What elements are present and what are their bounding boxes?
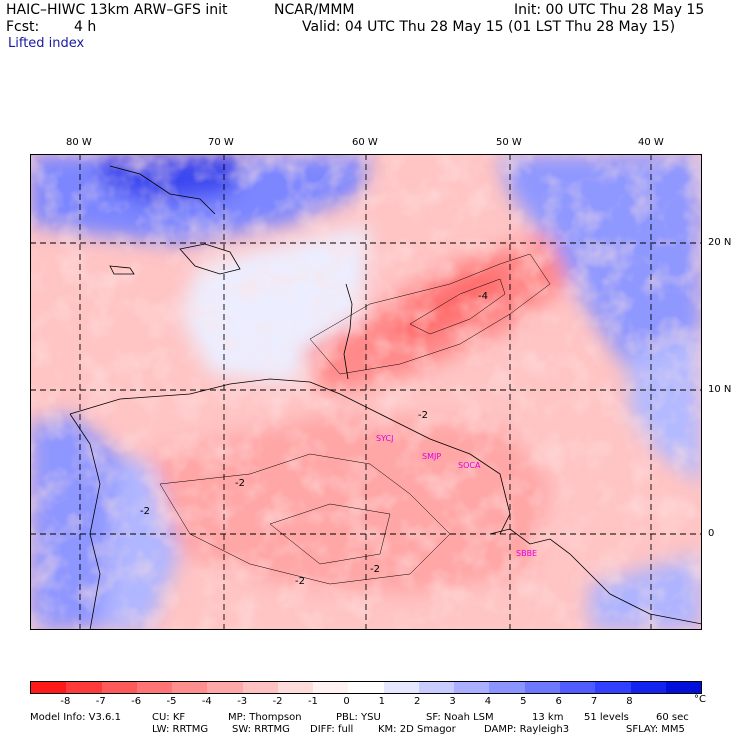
- station-labels: SYCJ SMJP SOCA SBBE: [376, 434, 537, 558]
- lon-label: 40 W: [638, 137, 664, 148]
- init-time: Init: 00 UTC Thu 28 May 15: [514, 2, 705, 18]
- contour-label: -2: [295, 576, 305, 587]
- footer-model-info: Model Info: V3.6.1: [30, 712, 121, 723]
- footer-lw: LW: RRTMG: [152, 724, 209, 735]
- colorbar-tick-label: -5: [166, 696, 177, 707]
- footer-km: KM: 2D Smagor: [378, 724, 456, 735]
- colorbar-tick-label: 0: [343, 696, 350, 707]
- colorbar-swatch: [242, 682, 278, 693]
- south-america-west-coast: [69, 413, 101, 630]
- lat-label: 20 N: [708, 237, 732, 248]
- colorbar-swatch: [348, 682, 384, 693]
- lat-label: 10 N: [708, 384, 732, 395]
- colorbar-swatch: [418, 682, 455, 693]
- colorbar-tick-label: 3: [449, 696, 456, 707]
- jamaica-coast: [109, 265, 135, 275]
- footer-resolution: 13 km: [532, 712, 564, 723]
- colorbar-tick-label: 2: [414, 696, 421, 707]
- footer-cu: CU: KF: [152, 712, 186, 723]
- colorbar-swatch: [595, 682, 631, 693]
- colorbar-tick-label: -7: [95, 696, 106, 707]
- colorbar-swatch: [277, 682, 314, 693]
- footer-diff: DIFF: full: [310, 724, 354, 735]
- colorbar-swatch: [383, 682, 419, 693]
- colorbar-unit: °C: [694, 694, 706, 705]
- valid-time: Valid: 04 UTC Thu 28 May 15 (01 LST Thu …: [302, 19, 676, 35]
- footer-pbl: PBL: YSU: [336, 712, 381, 723]
- colorbar-swatch: [454, 682, 490, 693]
- colorbar-tick-label: 1: [378, 696, 386, 707]
- station-label: SOCA: [458, 461, 481, 470]
- institution: NCAR/MMM: [274, 2, 355, 18]
- map-border: [30, 154, 702, 630]
- colorbar-swatch: [630, 682, 666, 693]
- south-america-north-coast: [69, 378, 511, 535]
- contour-label: -2: [235, 478, 245, 489]
- station-label: SBBE: [516, 549, 537, 558]
- colorbar: [30, 681, 702, 694]
- footer-mp: MP: Thompson: [228, 712, 302, 723]
- lifted-index-map: -4 -2 -2 -2 -2 -2 SYCJ SMJP SOCA SBBE: [30, 154, 702, 630]
- footer-sw: SW: RRTMG: [232, 724, 290, 735]
- lon-label: 60 W: [352, 137, 378, 148]
- coastlines: [69, 165, 702, 630]
- station-label: SYCJ: [376, 434, 393, 443]
- colorbar-tick-label: -4: [201, 696, 212, 707]
- footer-sf: SF: Noah LSM: [426, 712, 494, 723]
- colorbar-tick-label: 4: [484, 696, 492, 707]
- colorbar-tick-label: -8: [60, 696, 71, 707]
- colorbar-swatch: [665, 682, 702, 693]
- colorbar-swatch: [559, 682, 596, 693]
- lon-label: 50 W: [496, 137, 522, 148]
- colorbar-swatch: [31, 682, 67, 693]
- colorbar-swatch: [101, 682, 137, 693]
- cuba-coast: [109, 165, 216, 215]
- colorbar-tick-label: -2: [272, 696, 283, 707]
- footer-sflay: SFLAY: MM5: [626, 724, 685, 735]
- colorbar-swatch: [207, 682, 243, 693]
- contour-label: -2: [140, 506, 150, 517]
- forecast-hour: 4 h: [74, 19, 97, 35]
- contour-label: -4: [478, 291, 488, 302]
- colorbar-tick-label: 8: [626, 696, 633, 707]
- hispaniola-coast: [179, 243, 241, 275]
- footer-levels: 51 levels: [584, 712, 629, 723]
- colorbar-swatch: [524, 682, 560, 693]
- lon-label: 70 W: [208, 137, 234, 148]
- footer-damp: DAMP: Rayleigh3: [484, 724, 570, 735]
- forecast-label: Fcst:: [6, 19, 40, 35]
- colorbar-tick-label: -6: [131, 696, 142, 707]
- lat-label: 0: [708, 528, 715, 539]
- contour-label: -2: [418, 410, 428, 421]
- lon-label: 80 W: [66, 137, 92, 148]
- model-title: HAIC–HIWC 13km ARW–GFS init: [6, 2, 228, 18]
- colorbar-swatch: [66, 682, 102, 693]
- colorbar-tick-label: 5: [520, 696, 527, 707]
- graticule: [30, 154, 702, 630]
- contour-label: -2: [370, 564, 380, 575]
- contour-line: [409, 278, 506, 335]
- amazon-mouth: [489, 528, 702, 625]
- colorbar-tick-label: 6: [555, 696, 562, 707]
- colorbar-swatch: [313, 682, 349, 693]
- footer-timestep: 60 sec: [656, 712, 689, 723]
- field-name: Lifted index: [8, 36, 85, 51]
- station-label: SMJP: [422, 452, 441, 461]
- colorbar-swatch: [136, 682, 173, 693]
- colorbar-swatch: [489, 682, 525, 693]
- contour-line: [309, 253, 551, 375]
- colorbar-swatch: [172, 682, 208, 693]
- colorbar-tick-label: 7: [590, 696, 598, 707]
- colorbar-tick-label: -1: [307, 696, 318, 707]
- lesser-antilles-chain: [343, 283, 353, 380]
- colorbar-tick-label: -3: [237, 696, 248, 707]
